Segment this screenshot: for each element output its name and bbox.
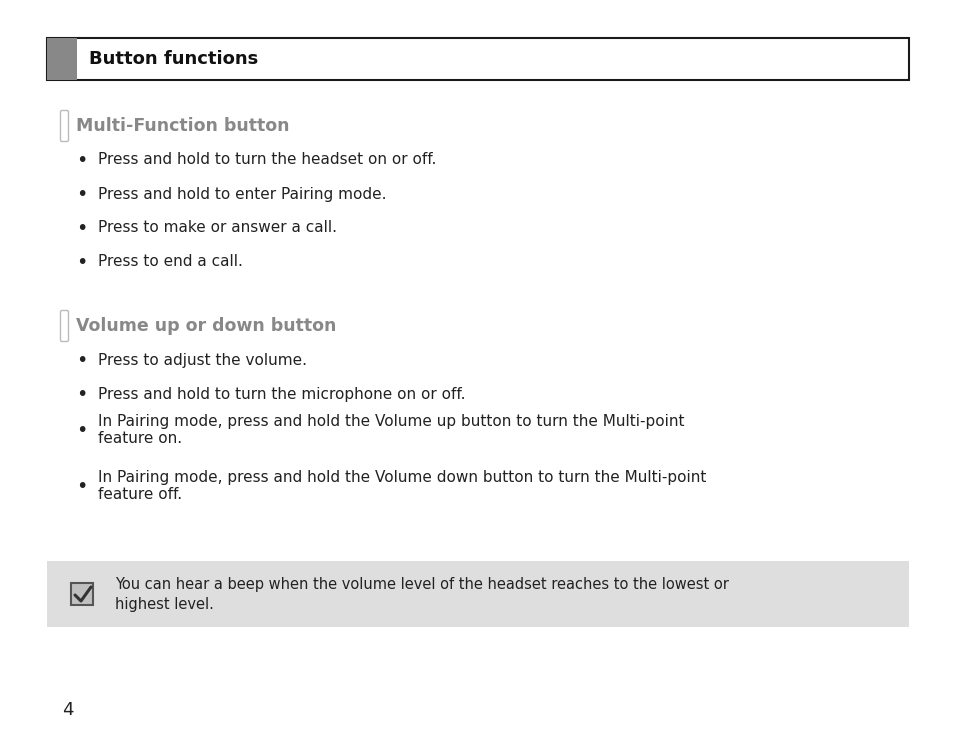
Text: •: • (76, 151, 88, 169)
Text: •: • (76, 350, 88, 370)
Text: highest level.: highest level. (115, 597, 213, 612)
Text: Button functions: Button functions (89, 50, 258, 68)
Text: You can hear a beep when the volume level of the headset reaches to the lowest o: You can hear a beep when the volume leve… (115, 577, 728, 592)
Text: •: • (76, 421, 88, 439)
Text: Press to make or answer a call.: Press to make or answer a call. (98, 220, 336, 235)
Text: •: • (76, 185, 88, 203)
Bar (71, 583, 92, 605)
Text: Press and hold to turn the microphone on or off.: Press and hold to turn the microphone on… (98, 387, 465, 401)
Text: Volume up or down button: Volume up or down button (76, 317, 336, 335)
Text: In Pairing mode, press and hold the Volume down button to turn the Multi-point
f: In Pairing mode, press and hold the Volu… (98, 470, 705, 502)
Text: •: • (76, 476, 88, 496)
Bar (47, 38, 77, 80)
Text: •: • (76, 252, 88, 272)
Text: In Pairing mode, press and hold the Volume up button to turn the Multi-point
fea: In Pairing mode, press and hold the Volu… (98, 414, 684, 446)
Text: •: • (76, 218, 88, 237)
Bar (47, 561, 908, 627)
Text: Press to adjust the volume.: Press to adjust the volume. (98, 352, 307, 367)
FancyBboxPatch shape (60, 111, 69, 142)
Text: Press and hold to enter Pairing mode.: Press and hold to enter Pairing mode. (98, 186, 386, 202)
Text: •: • (76, 384, 88, 404)
Bar (47, 38, 908, 80)
Text: Press and hold to turn the headset on or off.: Press and hold to turn the headset on or… (98, 153, 436, 168)
FancyBboxPatch shape (60, 310, 69, 341)
Text: Multi-Function button: Multi-Function button (76, 117, 289, 135)
Text: Press to end a call.: Press to end a call. (98, 255, 243, 269)
Text: 4: 4 (62, 701, 73, 719)
